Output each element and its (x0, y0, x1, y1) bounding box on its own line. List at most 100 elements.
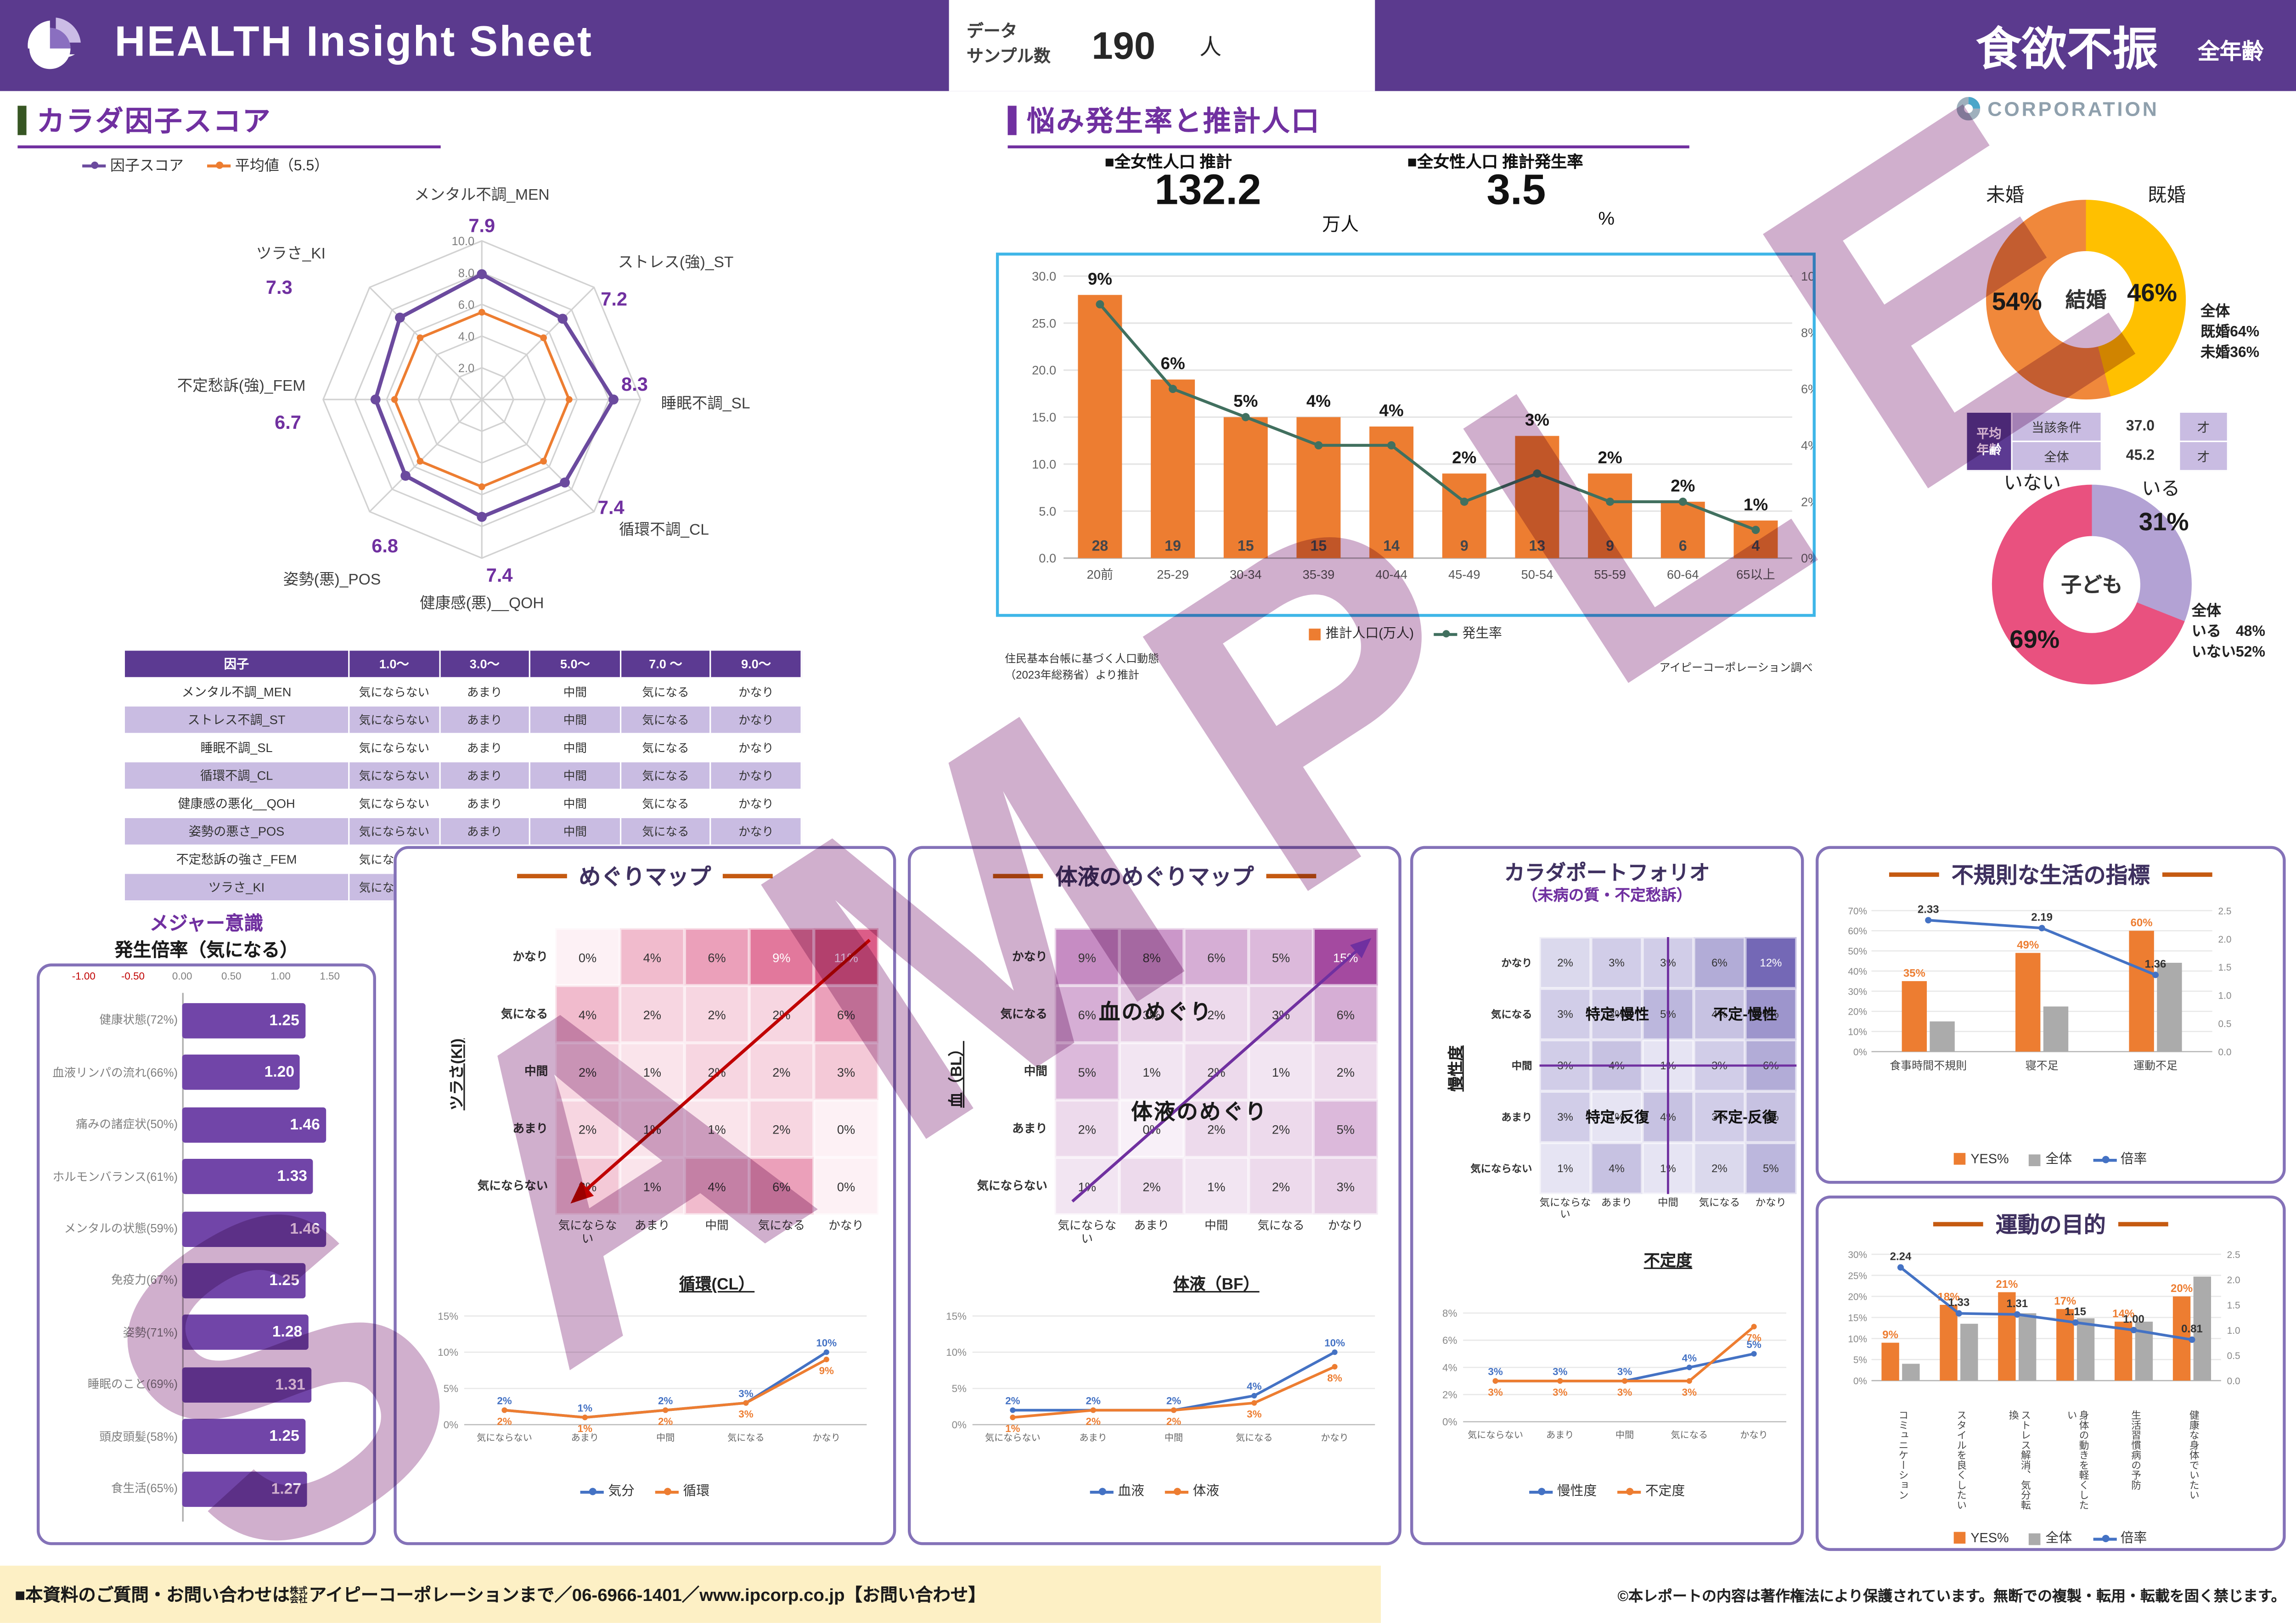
line-point-label: 3% (1682, 1387, 1697, 1398)
heatmap-row-label: かなり (1012, 950, 1047, 964)
heatmap-row-label: あまり (1012, 1122, 1047, 1135)
radar-axis-label: 循環不調_CL (619, 521, 709, 538)
measure-axis-tick: -0.50 (121, 972, 145, 983)
heatmap-cell: 3% (1539, 1091, 1591, 1143)
quadrant-label: 特定-反復 (1585, 1110, 1649, 1127)
radar-legend-score: 因子スコア (82, 153, 184, 175)
line-point-label: 3% (1247, 1409, 1261, 1420)
radar-axis-label: ストレス(強)_ST (618, 254, 734, 271)
line-point (1622, 1378, 1628, 1384)
age-category-label: 40-44 (1375, 567, 1407, 581)
exercise-category-label: 生活習慣病の予防 (2129, 1410, 2139, 1490)
population-bar (1515, 436, 1559, 558)
x-axis-label: 気にならない (985, 1432, 1041, 1443)
title-rule-icon (1265, 874, 1316, 878)
radar-ring-label: 10.0 (451, 235, 474, 248)
factor-scale-cell: かなり (710, 816, 802, 846)
ratio-label: 1.15 (2065, 1306, 2086, 1318)
exercise-category-slot: スタイルを良くしたい (1930, 1410, 1988, 1516)
radar-score-point (557, 314, 568, 324)
factor-table-header: 9.0〜 (710, 649, 802, 679)
company-logo-text: CORPORATION (1987, 97, 2159, 120)
radar-average-point (478, 309, 485, 316)
marriage-donut-chart: 結婚 (1986, 200, 2186, 400)
heatmap-cell: 2% (684, 1043, 749, 1101)
radar-axis-label: ツラさ_KI (256, 245, 326, 262)
left-axis-tick: 0% (1853, 1047, 1867, 1057)
yes-bar (1881, 1342, 1899, 1381)
heatmap-col-label: 気になる (1699, 1198, 1740, 1209)
y-axis-tick: 0% (952, 1419, 967, 1431)
population-bar-value: 28 (1092, 538, 1109, 554)
line-point-label: 3% (738, 1409, 753, 1420)
factor-scale-cell: 気にならない (348, 761, 440, 791)
average-age-table: 平均 年齢 当該条件 37.0 才 全体 45.2 才 (1965, 411, 2228, 472)
exercise-category-slot: ストレス解消、気分転換 (1988, 1410, 2046, 1516)
yes-bar-label: 35% (1903, 967, 1925, 979)
ratio-point (1897, 1264, 1904, 1271)
x-axis-label: あまり (571, 1433, 599, 1443)
line-point (1557, 1378, 1563, 1384)
population-bar-value: 4 (1752, 538, 1760, 554)
left-axis-tick: 70% (1848, 906, 1867, 916)
line-point-label: 3% (1553, 1366, 1567, 1377)
radar-score-point (608, 394, 619, 405)
measure-item-label: 姿勢(71%) (123, 1326, 178, 1339)
factor-scale-cell: 中間 (529, 788, 621, 818)
factor-scale-cell: かなり (710, 705, 802, 735)
left-axis-tick: 60% (1848, 926, 1867, 937)
measure-item-label: 健康状態(72%) (99, 1014, 178, 1028)
meguri-line-chart: 0% 5% 10% 15% 気にならない あまり 中間 気になる かなり 2% 1% 2% 3% 10% 2… (438, 1310, 867, 1443)
left-axis-tick: 0.0 (1039, 551, 1056, 565)
portfolio-subtitle: （未病の質・不定愁訴） (1522, 887, 1692, 905)
radar-axis-label: メンタル不調_MEN (414, 186, 550, 203)
heatmap-cell: 6% (684, 928, 749, 986)
y-axis-tick: 15% (438, 1310, 458, 1322)
measure-item-label: 食生活(65%) (111, 1482, 178, 1495)
yes-bar-label: 17% (2054, 1295, 2076, 1308)
heatmap-cell: 2% (1313, 1043, 1378, 1101)
children-donut-center: 子ども (2043, 536, 2140, 633)
legend-line: 慢性度 (1529, 1481, 1597, 1500)
radar-spoke (481, 286, 595, 400)
heatmap-cell: 1% (619, 1157, 685, 1215)
ratio-point (2130, 1326, 2137, 1334)
heatmap-cell: 1% (1184, 1157, 1249, 1215)
portfolio-line-chart: 0% 2% 4% 6% 8% 気にならない あまり 中間 気になる かなり 3% 3% 3% 4% 5% 3%… (1442, 1308, 1786, 1440)
radar-ring-label: 6.0 (458, 298, 475, 311)
age-row-label: 全体 (2011, 440, 2102, 472)
heatmap-cell: 6% (1184, 928, 1249, 986)
heatmap-cell: 2% (1054, 1100, 1120, 1157)
footer-copyright: ©本レポートの内容は著作権法により保護されています。無断での複製・転用・転載を固… (1617, 1589, 2286, 1606)
measure-item-label: 血液リンパの流れ(66%) (52, 1066, 178, 1079)
heatmap-cell: 2% (749, 1043, 814, 1101)
stat1-label: ■全女性人口 推計 (1104, 154, 1232, 172)
factor-radar-chart: 2.04.06.08.010.0メンタル不調_MEN7.9ストレス(強)_ST7… (177, 186, 750, 612)
sample-count-box: データ サンプル数 190 人 (949, 0, 1375, 91)
radar-axis-value: 6.7 (275, 411, 301, 433)
radar-legend: 因子スコア 平均値（5.5） (82, 153, 329, 175)
age-row-label: 当該条件 (2011, 411, 2102, 442)
left-axis-tick: 30% (1848, 987, 1867, 997)
children-label-left: いない (2003, 471, 2061, 494)
heatmap-cell: 5% (1249, 928, 1313, 986)
x-axis-label: 気になる (727, 1432, 765, 1443)
heatmap-col-label: 中間 (1658, 1198, 1678, 1209)
heatmap-cell: 9% (1054, 928, 1120, 986)
x-axis-label: 気にならない (477, 1432, 532, 1443)
heatmap-cell: 3% (1591, 988, 1643, 1040)
title-rule-icon (2117, 1222, 2168, 1226)
title-rule-icon (2161, 873, 2212, 877)
measure-bar-value: 1.33 (277, 1168, 307, 1186)
taieki-line-chart: 0% 5% 10% 15% 気にならない あまり 中間 気になる かなり 2% 2% 2% 4% 10% 1… (946, 1310, 1375, 1443)
left-axis-tick: 50% (1848, 946, 1867, 957)
x-axis-label: あまり (1546, 1430, 1574, 1440)
line-point-label: 2% (1166, 1415, 1181, 1427)
radar-score-point (400, 471, 411, 481)
left-axis-tick: 5.0 (1039, 504, 1056, 518)
all-bar (2157, 963, 2182, 1052)
population-chart: 0.0 5.0 10.0 15.0 20.0 25.0 30.0 0% 2% 4% 6% 8% 10% 2… (1032, 269, 1826, 581)
measure-bar: 1.27 (182, 1471, 307, 1506)
measure-item-label: ホルモンバランス(61%) (52, 1170, 178, 1184)
line-point-label: 10% (1324, 1337, 1345, 1348)
